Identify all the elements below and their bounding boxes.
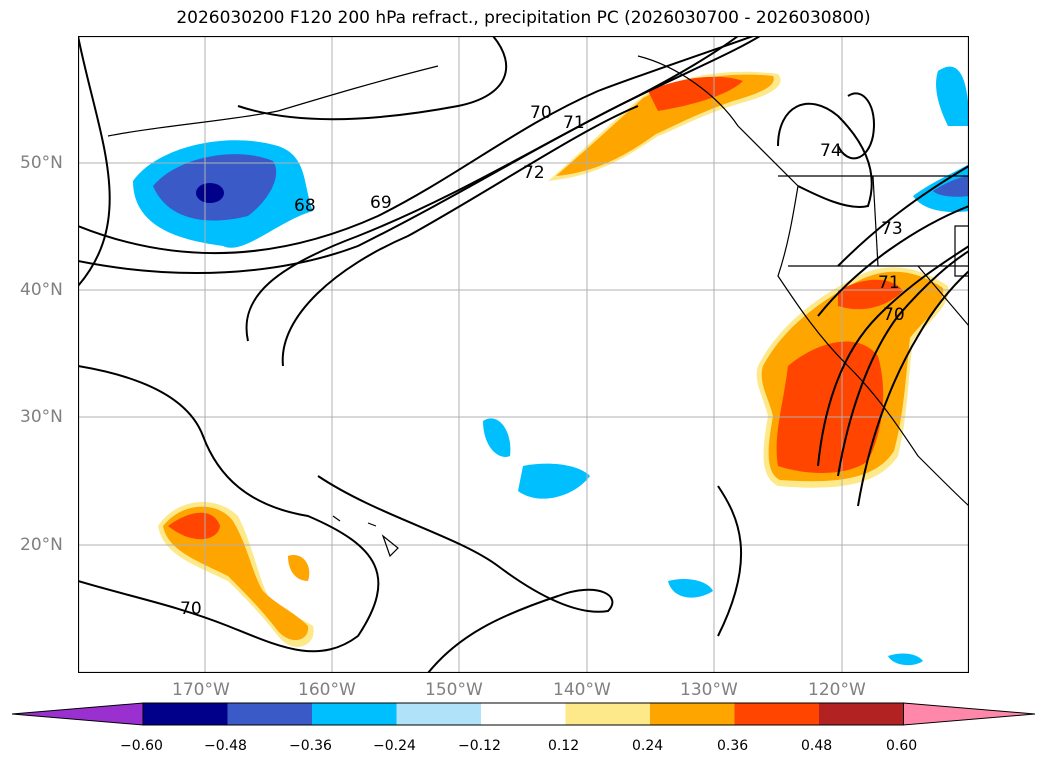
contour-label: 71: [878, 273, 900, 293]
contour-label: 74: [820, 141, 842, 161]
contour-label: 70: [883, 305, 905, 325]
contour-label: 71: [563, 113, 585, 133]
colorbar-tick-label: 0.36: [717, 738, 749, 754]
contour-label: 72: [523, 163, 545, 183]
colorbar-border: [142, 702, 904, 726]
longitude-label: 170°W: [172, 680, 230, 700]
colorbar-tick-label: −0.12: [458, 738, 501, 754]
colorbar-segment: [143, 703, 228, 725]
colorbar-tick-label: −0.24: [373, 738, 416, 754]
contour-labels: 68 69 70 71 72 73 74 70 71 70: [180, 103, 905, 619]
latitude-label: 20°N: [20, 535, 63, 555]
colorbar-segment: [819, 703, 904, 725]
map-gridlines: [78, 36, 969, 673]
longitude-label: 140°W: [553, 680, 611, 700]
colorbar-segment: [734, 703, 819, 725]
longitude-label: 120°W: [808, 680, 866, 700]
colorbar-tick-label: 0.24: [632, 738, 664, 754]
colorbar-extend-max: [903, 702, 1036, 726]
latitude-label: 30°N: [20, 407, 63, 427]
colorbar-tick-label: −0.60: [120, 738, 163, 754]
colorbar-segment: [312, 703, 397, 725]
negative-precip-anomaly: [133, 66, 969, 666]
positive-precip-anomaly: [158, 71, 949, 647]
colorbar: [11, 702, 1036, 726]
colorbar-segment: [481, 703, 566, 725]
colorbar-tick-label: 0.48: [801, 738, 833, 754]
longitude-label: 160°W: [298, 680, 356, 700]
colorbar-tick-label: −0.48: [204, 738, 247, 754]
colorbar-segment: [565, 703, 650, 725]
contour-label: 68: [294, 196, 316, 216]
colorbar-segment: [227, 703, 312, 725]
contour-lines: [78, 36, 969, 673]
colorbar-tick-label: 0.12: [548, 738, 580, 754]
contour-label: 70: [530, 103, 552, 123]
latitude-label: 40°N: [20, 280, 63, 300]
longitude-label: 130°W: [680, 680, 738, 700]
contour-label: 70: [180, 599, 202, 619]
contour-label: 73: [881, 219, 903, 239]
coastlines: [107, 55, 969, 558]
map-panel: 68 69 70 71 72 73 74 70 71 70: [78, 36, 969, 673]
colorbar-segment: [650, 703, 735, 725]
colorbar-segment: [396, 703, 481, 725]
map-title: 2026030200 F120 200 hPa refract., precip…: [176, 8, 871, 28]
colorbar-tick-label: −0.36: [289, 738, 332, 754]
longitude-label: 150°W: [425, 680, 483, 700]
colorbar-tick-label: 0.60: [886, 738, 918, 754]
contour-label: 69: [370, 193, 392, 213]
colorbar-extend-min: [11, 702, 144, 726]
latitude-label: 50°N: [20, 153, 63, 173]
